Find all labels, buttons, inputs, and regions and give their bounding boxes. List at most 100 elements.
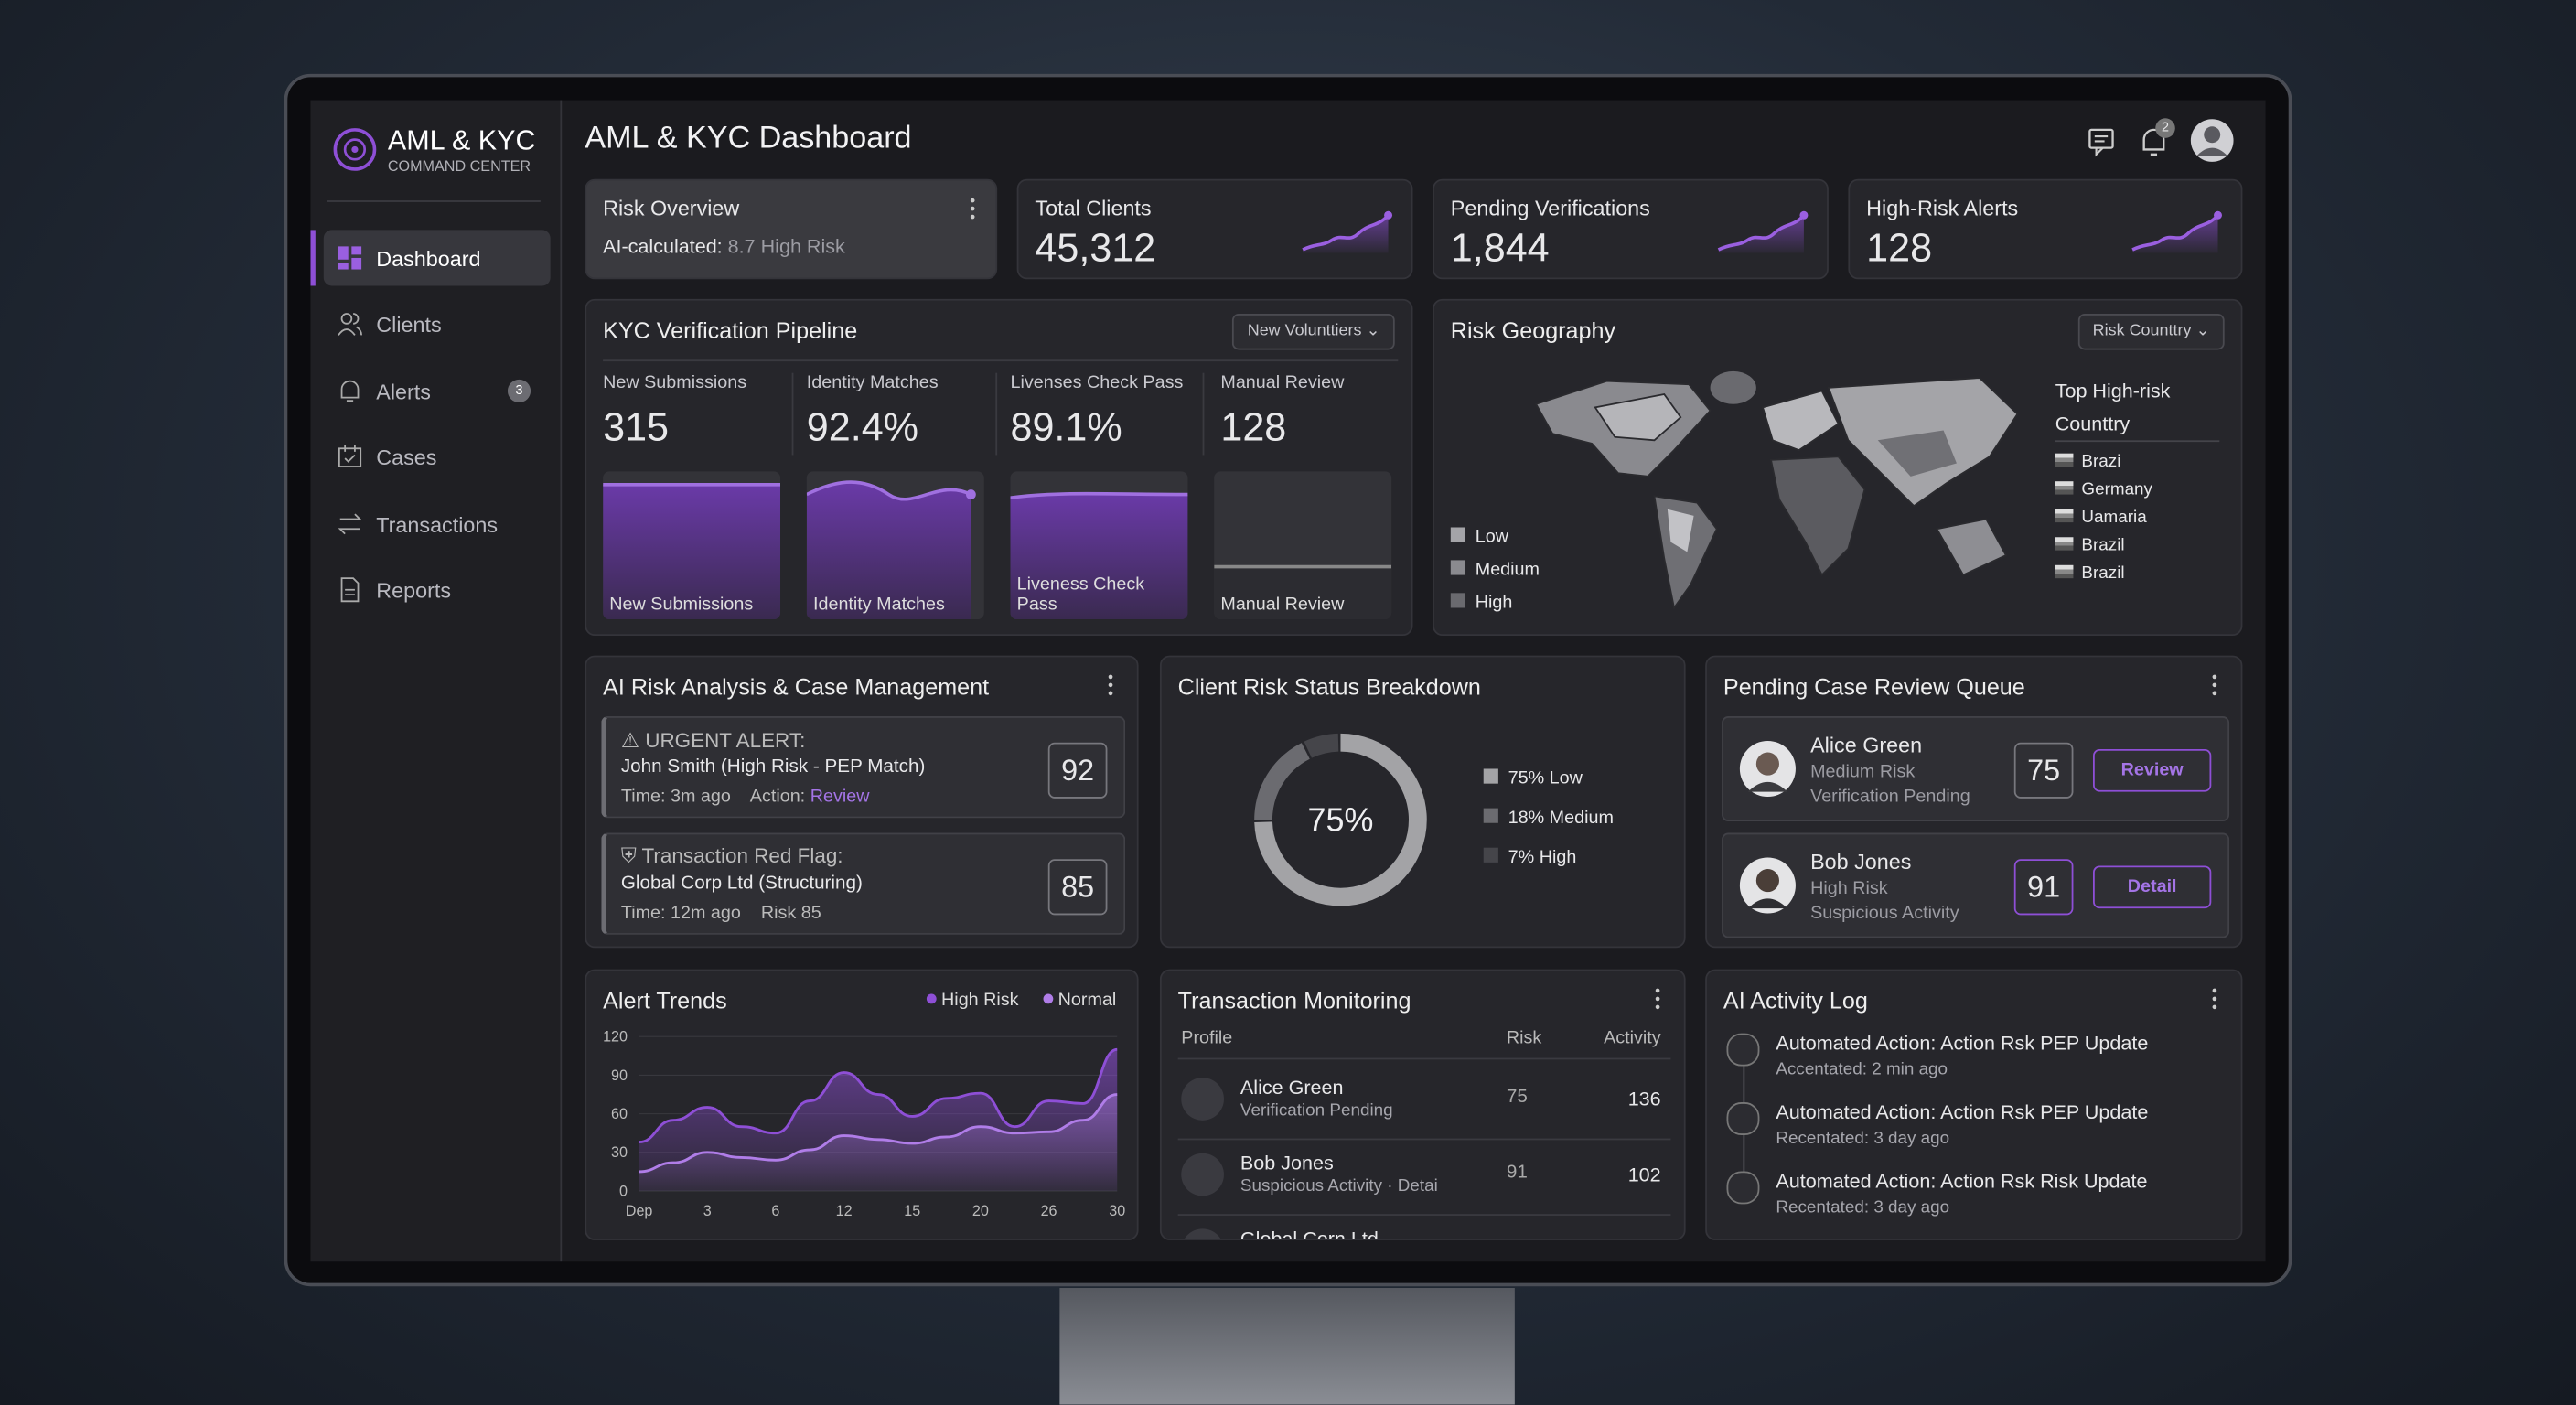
legend-swatch (1450, 593, 1465, 608)
nav-item[interactable]: Clients (324, 295, 551, 351)
risk-score: 85 (1047, 859, 1108, 916)
filter-dropdown[interactable]: Risk Counttry ⌄ (2077, 314, 2225, 350)
row-icon (1181, 1078, 1224, 1121)
kpi-card[interactable]: Risk Overview AI-calculated: 8.7 High Ri… (585, 178, 998, 280)
row-risk: 75 (1506, 1087, 1528, 1108)
dropdown-label: Risk Counttry (2092, 322, 2192, 340)
row-detail: Suspicious Activity · Detai (1240, 1175, 1438, 1196)
graphic (970, 214, 975, 220)
graphic (1010, 493, 1188, 620)
log-action: Automated Action: Action Rsk Risk Update (1776, 1169, 2148, 1193)
graphic (351, 257, 362, 270)
alert-subject: John Smith (High Risk - PEP Match) (620, 756, 926, 778)
case-avatar (1739, 857, 1796, 914)
alert-card[interactable]: ⛨ Transaction Red Flag: Global Corp Ltd … (601, 832, 1126, 935)
pipeline-fill (603, 483, 781, 620)
review-button[interactable]: Review (2093, 748, 2212, 792)
panel-title: KYC Verification Pipeline (603, 316, 858, 344)
legend-item: 7% High (1483, 838, 1614, 877)
detail-button[interactable]: Detail (2093, 865, 2212, 909)
x-tick-label: 3 (703, 1203, 712, 1219)
case-card[interactable]: Bob Jones High Risk Suspicious Activity … (1722, 832, 2230, 938)
country-list: Brazi Germany Uamaria Brazil Brazil (2055, 448, 2152, 588)
menu-icon[interactable] (2211, 987, 2217, 1010)
divider (1202, 372, 1205, 456)
alert-card[interactable]: ⚠ URGENT ALERT: John Smith (High Risk - … (601, 716, 1126, 819)
kpi-card[interactable]: Total Clients 45,312 (1016, 178, 1413, 280)
avatar[interactable] (2190, 118, 2234, 162)
nav-item[interactable]: Dashboard (323, 230, 551, 286)
graphic (338, 447, 362, 467)
filter-dropdown[interactable]: New Volunttiers ⌄ (1232, 314, 1395, 350)
graphic (1755, 869, 1779, 893)
legend-marker (1043, 993, 1054, 1004)
graphic (1747, 898, 1787, 909)
stat: Identity Matches 92.4% (807, 373, 1004, 452)
case-status: Verification Pending (1810, 787, 1970, 807)
graphic (1935, 518, 2008, 576)
menu-icon[interactable] (970, 198, 976, 220)
graphic (1655, 1004, 1660, 1010)
log-item: Automated Action: Action Rsk PEP Update A… (1776, 1032, 2148, 1079)
log-item: Automated Action: Action Rsk PEP Update R… (1776, 1100, 2148, 1148)
nav-item[interactable]: Alerts 3 (324, 363, 551, 419)
nav-item[interactable]: Transactions (324, 496, 551, 552)
monitor-stand (1059, 1288, 1515, 1405)
risk-score: 92 (1047, 742, 1108, 799)
country-flag (2055, 509, 2074, 523)
nav-label: Clients (376, 311, 442, 337)
country-item: Brazi (2055, 448, 2152, 477)
pipeline-box: Manual Review (1214, 471, 1392, 620)
kpi-detail-label: AI-calculated: (603, 234, 723, 258)
log-action: Automated Action: Action Rsk PEP Update (1776, 1031, 2149, 1055)
legend-label: Normal (1058, 990, 1117, 1010)
graphic (351, 246, 362, 255)
pipeline-box: Identity Matches (806, 471, 984, 620)
icon (340, 577, 360, 603)
graphic (966, 489, 976, 499)
legend-label: 18% Medium (1508, 808, 1614, 829)
graphic (1655, 988, 1660, 993)
alert-time: Time: 3m ago (620, 787, 731, 807)
messages-icon[interactable] (2085, 124, 2118, 157)
country-flag (2055, 537, 2074, 551)
graphic (1653, 495, 1718, 610)
pipeline-box: New Submissions (603, 471, 781, 620)
graphic (2142, 128, 2165, 156)
country-name: Brazi (2081, 451, 2121, 472)
column-header: Risk (1506, 1028, 1542, 1048)
legend-label: 7% High (1508, 847, 1577, 868)
menu-icon[interactable] (1654, 987, 1660, 1010)
legend-swatch (1483, 808, 1498, 823)
y-tick-label: 30 (611, 1144, 628, 1161)
alert-meta: Time: 3m ago Action: Review (621, 787, 870, 807)
menu-icon[interactable] (1107, 673, 1113, 696)
country-name: Uamaria (2081, 507, 2147, 528)
menu-icon[interactable] (2211, 673, 2217, 696)
graphic (1108, 691, 1113, 696)
divider (603, 359, 1399, 362)
pipeline-label: Liveness Check Pass (1016, 574, 1145, 615)
nav-item[interactable]: Reports (324, 562, 551, 617)
nav-item[interactable]: Cases (324, 429, 551, 485)
stat: New Submissions 315 (603, 373, 800, 452)
graphic (1710, 370, 1756, 404)
graphic (2212, 691, 2217, 696)
kpi-value: 128 (1866, 226, 1933, 272)
world-map (1534, 370, 2019, 610)
graphic (2212, 1004, 2217, 1010)
graphic (2212, 996, 2217, 1002)
alert-action[interactable]: Review (810, 787, 870, 807)
notifications-icon[interactable] (2137, 124, 2170, 157)
case-card[interactable]: Alice Green Medium Risk Verification Pen… (1722, 716, 2230, 821)
country-name: Brazil (2081, 535, 2125, 556)
kpi-card[interactable]: High-Risk Alerts 128 (1848, 178, 2243, 280)
kpi-card[interactable]: Pending Verifications 1,844 (1433, 178, 1829, 280)
country-flag (2055, 564, 2074, 579)
y-tick-label: 60 (611, 1106, 628, 1122)
graphic (2212, 682, 2217, 688)
area-fill (639, 1094, 1118, 1192)
log-icon (1726, 1171, 1760, 1205)
graphic (343, 138, 367, 161)
